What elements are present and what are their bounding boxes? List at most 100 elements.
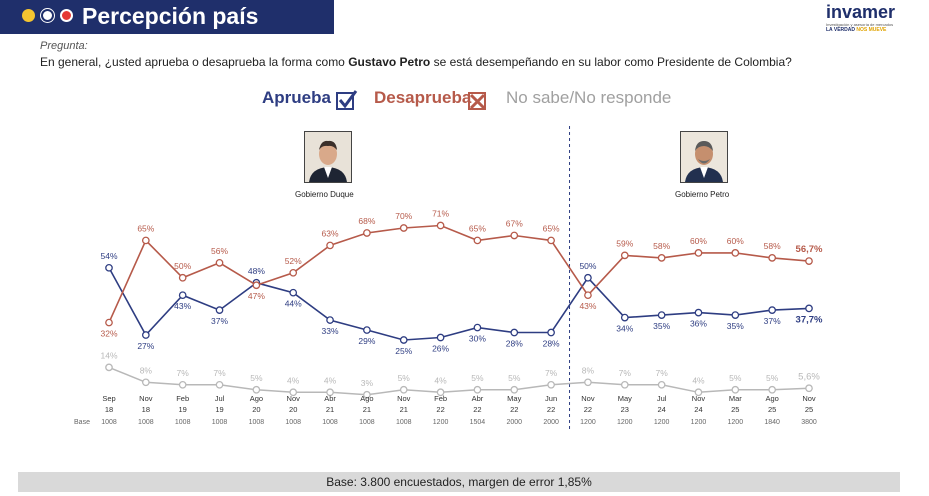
- x-tick-label: May: [507, 394, 521, 403]
- x-tick-label: 24: [694, 405, 702, 414]
- data-point: [731, 385, 740, 394]
- x-tick-label: 22: [547, 405, 555, 414]
- x-tick-label: Ago: [765, 394, 778, 403]
- x-tick-label: Ago: [250, 394, 263, 403]
- data-label: 65%: [137, 223, 154, 233]
- x-tick-label: 25: [731, 405, 739, 414]
- x-tick-label: May: [618, 394, 632, 403]
- legend-approve: Aprueba: [262, 88, 331, 107]
- data-point: [620, 313, 629, 322]
- base-count-label: 1200: [433, 419, 449, 426]
- data-point: [289, 268, 298, 277]
- x-tick-label: 22: [436, 405, 444, 414]
- data-label: 26%: [432, 344, 449, 354]
- brand-tagline-highlight: NOS MUEVE: [856, 27, 887, 33]
- base-count-label: 3800: [801, 419, 817, 426]
- data-label: 44%: [285, 299, 302, 309]
- data-point: [584, 291, 592, 300]
- question-text-start: En general, ¿usted aprueba o desaprueba …: [40, 55, 349, 69]
- x-tick-label: 22: [510, 405, 518, 414]
- data-label: 5,6%: [798, 371, 820, 382]
- data-point: [326, 241, 334, 250]
- data-label: 65%: [469, 223, 486, 233]
- data-label: 34%: [616, 324, 633, 334]
- question-text-end: se está desempeñando en su labor como Pr…: [430, 55, 792, 69]
- data-point: [768, 306, 777, 314]
- data-label: 59%: [616, 238, 633, 248]
- base-count-label: 1008: [175, 419, 191, 426]
- data-point: [584, 273, 592, 282]
- label-gobierno-duque: Gobierno Duque: [295, 190, 354, 199]
- brand-tagline-text: LA VERDAD: [826, 27, 855, 33]
- base-count-label: 1008: [359, 419, 375, 426]
- x-tick-label: Nov: [287, 394, 301, 403]
- x-tick-label: 22: [584, 405, 592, 414]
- data-label: 29%: [358, 336, 375, 346]
- base-count-label: 2000: [543, 419, 559, 426]
- data-label: 32%: [100, 329, 117, 339]
- data-label: 28%: [543, 339, 560, 349]
- data-point: [731, 311, 740, 319]
- x-tick-label: Mar: [729, 394, 742, 403]
- base-count-label: 1008: [101, 419, 117, 426]
- base-count-label: 1008: [285, 419, 301, 426]
- data-point: [547, 236, 555, 245]
- base-row-label: Base: [74, 419, 90, 426]
- base-count-label: 2000: [506, 419, 522, 426]
- data-point: [215, 380, 224, 389]
- x-tick-label: 18: [142, 405, 150, 414]
- series-line-no-sabe-no-responde: [108, 366, 810, 396]
- data-point: [363, 390, 371, 399]
- data-label: 48%: [248, 266, 265, 276]
- data-point: [105, 363, 113, 372]
- data-point: [473, 323, 482, 332]
- data-label: 3%: [361, 378, 374, 388]
- x-tick-label: Nov: [139, 394, 153, 403]
- base-count-label: 1008: [138, 419, 154, 426]
- data-point: [399, 224, 408, 232]
- data-label: 7%: [619, 368, 632, 378]
- data-point: [805, 257, 813, 265]
- data-label: 68%: [358, 216, 375, 226]
- brand-logo: invamer: [826, 2, 896, 22]
- x-tick-label: Abr: [472, 394, 484, 403]
- base-count-label: 1200: [691, 419, 707, 426]
- portrait-petro-icon: [680, 131, 728, 183]
- base-count-label: 1504: [470, 419, 486, 426]
- data-label: 63%: [322, 228, 339, 238]
- data-label: 54%: [100, 251, 117, 261]
- data-label: 28%: [506, 339, 523, 349]
- data-point: [141, 378, 150, 387]
- x-tick-label: Ago: [360, 394, 373, 403]
- data-label: 60%: [727, 236, 744, 246]
- x-tick-label: Sep: [102, 394, 115, 403]
- data-point: [584, 378, 592, 387]
- data-point: [399, 336, 408, 344]
- data-label: 7%: [655, 368, 668, 378]
- x-tick-label: 18: [105, 405, 113, 414]
- data-point: [657, 254, 666, 262]
- data-label: 56,7%: [796, 244, 823, 255]
- base-count-label: 1200: [580, 419, 596, 426]
- data-point: [215, 306, 224, 314]
- data-point: [178, 380, 187, 389]
- white-dot-icon: [41, 9, 54, 22]
- data-label: 30%: [469, 334, 486, 344]
- data-point: [399, 385, 408, 394]
- base-count-label: 1200: [654, 419, 670, 426]
- data-label: 43%: [579, 301, 596, 311]
- data-label: 70%: [395, 211, 412, 221]
- approval-line-chart: 54% 27% 43% 37% 48% 44% 33% 29% 25% 26% 30% 28% 28% 5…: [74, 126, 823, 432]
- data-label: 65%: [543, 223, 560, 233]
- data-label: 50%: [579, 261, 596, 271]
- data-label: 14%: [100, 350, 117, 360]
- data-point: [657, 311, 666, 319]
- data-label: 8%: [582, 365, 595, 375]
- question-label: Pregunta:: [40, 40, 88, 52]
- data-point: [178, 273, 187, 282]
- base-count-label: 1008: [396, 419, 412, 426]
- x-tick-label: 21: [400, 405, 408, 414]
- brand-subtitle: Investigación y asesoría de mercados: [826, 22, 894, 27]
- data-label: 52%: [285, 256, 302, 266]
- x-tick-label: 21: [326, 405, 334, 414]
